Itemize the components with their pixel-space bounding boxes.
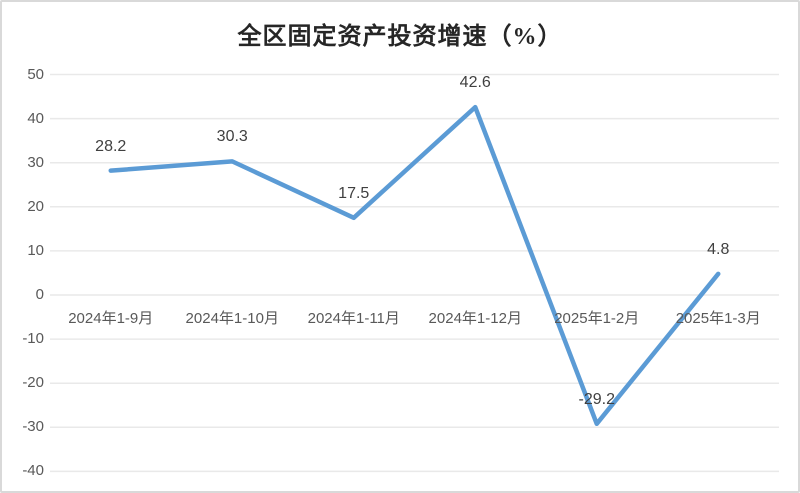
x-axis-label: 2024年1-10月 (185, 310, 279, 327)
x-axis-label: 2024年1-9月 (68, 310, 154, 327)
y-tick-label: -10 (22, 330, 44, 348)
series-line (108, 104, 721, 427)
y-tick-label: -40 (22, 462, 44, 480)
x-axis-label: 2024年1-12月 (428, 310, 522, 327)
data-label: 42.6 (459, 74, 491, 92)
y-tick-label: 50 (27, 65, 44, 83)
data-label: 28.2 (95, 137, 127, 155)
y-tick-label: -30 (22, 418, 44, 436)
x-axis-label: 2025年1-3月 (675, 310, 761, 327)
data-label: 17.5 (338, 184, 370, 202)
x-axis-label: 2025年1-2月 (554, 310, 640, 327)
data-label: 30.3 (216, 128, 248, 146)
y-tick-label: 30 (27, 153, 44, 171)
data-label: -29.2 (578, 390, 615, 408)
y-tick-label: 0 (35, 286, 44, 303)
y-tick-label: 20 (27, 197, 44, 215)
y-tick-label: -20 (22, 374, 44, 392)
data-label: 4.8 (707, 240, 730, 258)
y-tick-label: 10 (27, 241, 44, 259)
y-tick-label: 40 (27, 109, 44, 127)
x-axis-label: 2024年1-11月 (307, 310, 400, 327)
chart-title: 全区固定资产投资增速（%） (237, 24, 563, 50)
